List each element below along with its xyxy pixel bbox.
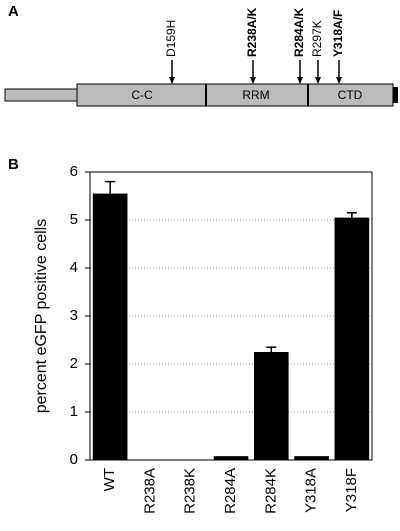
- y-tick-label: 6: [70, 163, 78, 180]
- y-tick-label: 1: [70, 403, 78, 420]
- y-tick-label: 5: [70, 211, 78, 228]
- mutation-label: D159H: [164, 20, 178, 57]
- domain-label: C-C: [131, 88, 153, 102]
- y-tick-label: 0: [70, 451, 78, 468]
- mutation-label: R297K: [310, 20, 324, 57]
- bar: [213, 456, 249, 460]
- linker: [4, 88, 78, 102]
- x-tick-label: R284A: [222, 468, 239, 514]
- arrow-head: [250, 77, 256, 84]
- bar: [253, 352, 289, 460]
- panel-label: B: [8, 156, 19, 173]
- x-tick-label: R238A: [141, 468, 158, 514]
- bar: [294, 456, 329, 460]
- x-tick-label: WT: [101, 468, 118, 491]
- bar: [334, 217, 370, 460]
- x-tick-label: Y318A: [303, 468, 320, 513]
- mutation-label: R238A/K: [245, 7, 259, 57]
- bar: [92, 193, 128, 460]
- arrow-head: [336, 77, 342, 84]
- arrow-head: [297, 77, 303, 84]
- domain-label: CTD: [338, 88, 363, 102]
- arrow-head: [169, 77, 175, 84]
- y-tick-label: 3: [70, 307, 78, 324]
- mutation-label: Y318A/F: [331, 10, 345, 57]
- x-tick-label: R238K: [182, 468, 199, 514]
- y-tick-label: 4: [70, 259, 78, 276]
- panel-label: A: [8, 3, 19, 20]
- y-axis-label: percent eGFP positive cells: [33, 219, 50, 413]
- domain-label: RRM: [242, 88, 269, 102]
- y-tick-label: 2: [70, 355, 78, 372]
- end-cap: [393, 87, 398, 103]
- x-tick-label: R284K: [262, 468, 279, 514]
- mutation-label: R284A/K: [292, 7, 306, 57]
- x-tick-label: Y318F: [343, 468, 360, 512]
- arrow-head: [315, 77, 321, 84]
